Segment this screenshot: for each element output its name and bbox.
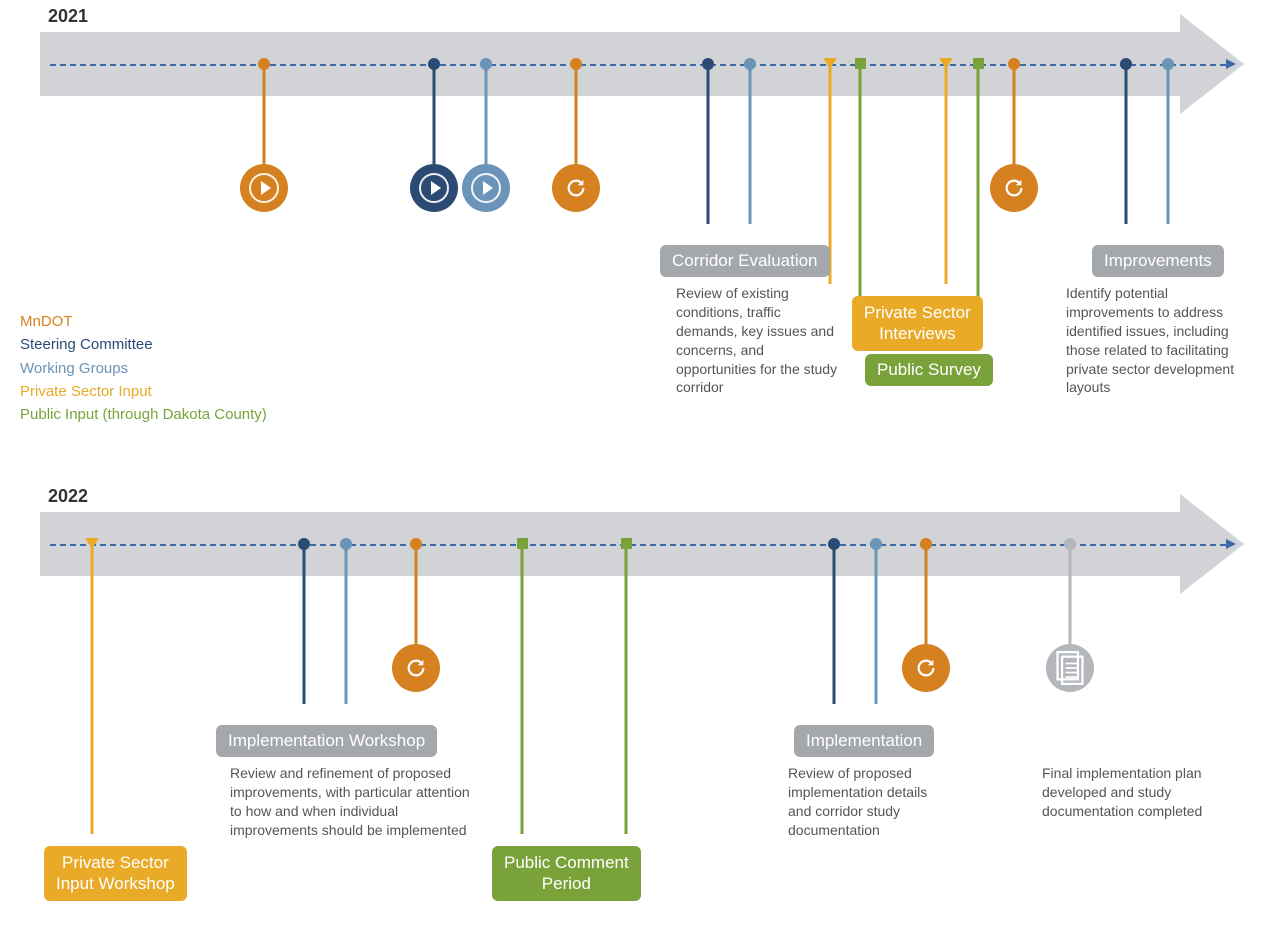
timeline-stem (707, 64, 710, 224)
legend: MnDOTSteering CommitteeWorking GroupsPri… (20, 310, 267, 426)
timeline-stem (977, 64, 980, 332)
refresh-icon (902, 644, 950, 692)
timeline-stem (263, 64, 266, 164)
timeline-marker (621, 538, 632, 549)
timeline-marker (428, 58, 440, 70)
timeline-marker (920, 538, 932, 550)
dash-arrow-2021 (1226, 59, 1236, 69)
pill-improvements: Improvements (1092, 245, 1224, 277)
timeline-marker (410, 538, 422, 550)
play-icon (462, 164, 510, 212)
timeline-stem (1069, 544, 1072, 644)
timeline-marker (1162, 58, 1174, 70)
description-text: Review of existing conditions, traffic d… (676, 284, 846, 397)
timeline-2022: 2022 Private SectorInput Workshop Impleme… (20, 480, 1240, 946)
pill-implementation-workshop: Implementation Workshop (216, 725, 437, 757)
play-icon (240, 164, 288, 212)
timeline-marker (85, 538, 99, 549)
timeline-stem (875, 544, 878, 704)
legend-item: Steering Committee (20, 333, 267, 356)
timeline-stem (345, 544, 348, 704)
timeline-marker (298, 538, 310, 550)
timeline-stem (1013, 64, 1016, 164)
description-text: Final implementation plan developed and … (1042, 764, 1222, 821)
description-text: Review and refinement of proposed improv… (230, 764, 480, 840)
pill-private-sector-interviews: Private SectorInterviews (852, 296, 983, 351)
timeline-stem (521, 544, 524, 834)
timeline-stem (945, 64, 948, 284)
timeline-marker (744, 58, 756, 70)
legend-item: Public Input (through Dakota County) (20, 403, 267, 426)
pill-implementation: Implementation (794, 725, 934, 757)
timeline-stem (833, 544, 836, 704)
timeline-stem (1125, 64, 1128, 224)
timeline-stem (433, 64, 436, 164)
doc-icon (1046, 644, 1094, 692)
timeline-marker (517, 538, 528, 549)
description-text: Review of proposed implementation detail… (788, 764, 948, 840)
timeline-stem (415, 544, 418, 644)
timeline-marker (480, 58, 492, 70)
timeline-stem (575, 64, 578, 164)
pill-private-sector-input-workshop: Private SectorInput Workshop (44, 846, 187, 901)
description-text: Identify potential improvements to addre… (1066, 284, 1236, 397)
timeline-marker (855, 58, 866, 69)
legend-item: Private Sector Input (20, 380, 267, 403)
play-icon (410, 164, 458, 212)
timeline-stem (303, 544, 306, 704)
year-2022: 2022 (48, 486, 88, 507)
timeline-marker (1120, 58, 1132, 70)
timeline-stem (625, 544, 628, 834)
pill-corridor-evaluation: Corridor Evaluation (660, 245, 830, 277)
pill-public-comment-period: Public CommentPeriod (492, 846, 641, 901)
timeline-marker (973, 58, 984, 69)
timeline-marker (1008, 58, 1020, 70)
pill-public-survey: Public Survey (865, 354, 993, 386)
timeline-stem (925, 544, 928, 644)
dash-arrow-2022 (1226, 539, 1236, 549)
year-2021: 2021 (48, 6, 88, 27)
timeline-stem (859, 64, 862, 332)
timeline-marker (702, 58, 714, 70)
timeline-marker (870, 538, 882, 550)
timeline-marker (828, 538, 840, 550)
timeline-marker (570, 58, 582, 70)
timeline-marker (340, 538, 352, 550)
timeline-marker (939, 58, 953, 69)
timeline-marker (823, 58, 837, 69)
legend-item: MnDOT (20, 310, 267, 333)
timeline-marker (258, 58, 270, 70)
timeline-stem (91, 544, 94, 834)
refresh-icon (990, 164, 1038, 212)
timeline-stem (1167, 64, 1170, 224)
dash-line-2022 (50, 544, 1226, 546)
refresh-icon (552, 164, 600, 212)
dash-line-2021 (50, 64, 1226, 66)
timeline-stem (749, 64, 752, 224)
timeline-stem (485, 64, 488, 164)
refresh-icon (392, 644, 440, 692)
legend-item: Working Groups (20, 357, 267, 380)
timeline-marker (1064, 538, 1076, 550)
